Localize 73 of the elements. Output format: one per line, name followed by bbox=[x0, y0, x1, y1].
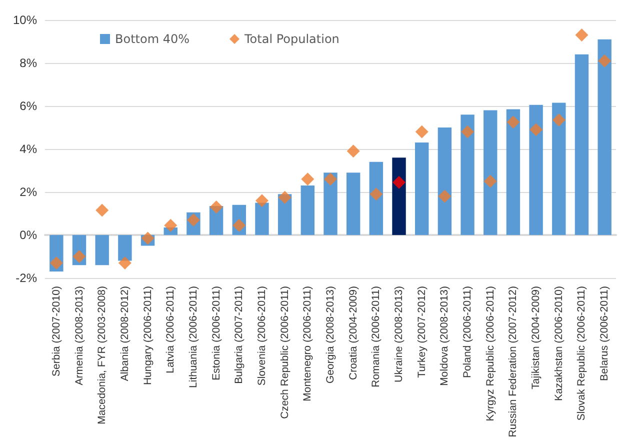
point bbox=[301, 172, 314, 186]
point bbox=[370, 188, 383, 201]
x-tick-label: Georgia (2008-2013) bbox=[324, 286, 336, 384]
bar bbox=[369, 162, 384, 235]
bar bbox=[552, 102, 566, 235]
point bbox=[484, 174, 497, 188]
point bbox=[506, 116, 520, 129]
bar bbox=[484, 110, 498, 235]
bar bbox=[392, 158, 406, 235]
y-tick-label: 0% bbox=[20, 228, 38, 242]
point bbox=[392, 176, 406, 189]
x-tick-label: Bulgaria (2007-2011) bbox=[233, 286, 246, 384]
point bbox=[438, 190, 452, 203]
y-tick-label: 8% bbox=[20, 56, 38, 70]
legend-label: Bottom 40% bbox=[115, 32, 190, 46]
x-tick-label: Albania (2008-2012) bbox=[118, 286, 131, 382]
bar bbox=[95, 235, 109, 266]
legend-label: Total Population bbox=[244, 32, 340, 46]
point bbox=[324, 172, 337, 186]
point bbox=[552, 113, 566, 126]
x-tick-label: Kazakhstan (2006-2010) bbox=[552, 286, 565, 401]
point bbox=[210, 200, 223, 214]
point bbox=[255, 194, 268, 208]
x-tick-label: Kyrgyz Republic (2006-2011) bbox=[484, 286, 496, 422]
x-tick-label: Tajikistan (2004-2009) bbox=[530, 286, 542, 390]
bar bbox=[255, 202, 269, 235]
bar bbox=[574, 54, 589, 235]
bar bbox=[324, 172, 338, 235]
bar bbox=[529, 104, 543, 235]
point bbox=[164, 218, 178, 232]
x-tick-label: Moldova (2008-2013) bbox=[438, 286, 451, 386]
x-tick-label: Slovak Republic (2006-2011) bbox=[576, 286, 588, 421]
y-tick-label: 4% bbox=[20, 142, 38, 156]
bar bbox=[438, 128, 452, 235]
point bbox=[118, 256, 132, 270]
point bbox=[530, 123, 543, 136]
y-tick-label: 2% bbox=[20, 185, 38, 199]
x-tick-label: Montenegro (2006-2011) bbox=[302, 286, 314, 402]
x-tick-label: Poland (2006-2011) bbox=[462, 286, 474, 378]
x-tick-label: Slovenia (2006-2011) bbox=[256, 286, 268, 386]
x-tick-label: Russian Federation (2007-2012) bbox=[507, 286, 520, 438]
x-tick-label: Romania (2006-2011) bbox=[370, 286, 382, 388]
bar bbox=[300, 186, 315, 235]
x-tick-label: Ukraine (2008-2013) bbox=[393, 286, 406, 382]
bar bbox=[460, 114, 474, 235]
point bbox=[598, 54, 612, 68]
x-tick-label: Hungary (2006-2011) bbox=[142, 286, 154, 386]
point bbox=[50, 256, 63, 270]
x-tick-label: Czech Republic (2006-2011) bbox=[278, 286, 291, 419]
x-tick-label: Serbia (2007-2010) bbox=[50, 286, 62, 376]
point bbox=[96, 204, 109, 217]
y-tick-label: 6% bbox=[20, 99, 38, 113]
y-tick-label: 10% bbox=[12, 13, 38, 27]
x-tick-label: Macedonia, FYR (2003-2008) bbox=[96, 286, 108, 424]
point bbox=[575, 28, 588, 42]
bar bbox=[506, 109, 520, 235]
y-tick-label: -2% bbox=[16, 271, 38, 285]
x-tick-label: Belarus (2006-2011) bbox=[598, 286, 611, 381]
x-tick-label: Croatia (2004-2009) bbox=[347, 286, 360, 380]
x-tick-label: Latvia (2006-2011) bbox=[164, 286, 177, 374]
point bbox=[278, 190, 292, 204]
bar bbox=[415, 142, 429, 235]
x-tick-label: Armenia (2008-2013) bbox=[73, 286, 86, 386]
bar bbox=[118, 235, 132, 261]
x-tick-label: Estonia (2006-2011) bbox=[210, 286, 222, 380]
x-tick-label: Lithuania (2006-2011) bbox=[187, 286, 200, 388]
point bbox=[346, 144, 360, 158]
point bbox=[461, 125, 474, 138]
x-tick-label: Turkey (2007-2012) bbox=[416, 286, 428, 378]
point bbox=[415, 125, 428, 138]
point bbox=[141, 232, 154, 245]
bar bbox=[346, 172, 360, 235]
bar bbox=[598, 39, 612, 235]
